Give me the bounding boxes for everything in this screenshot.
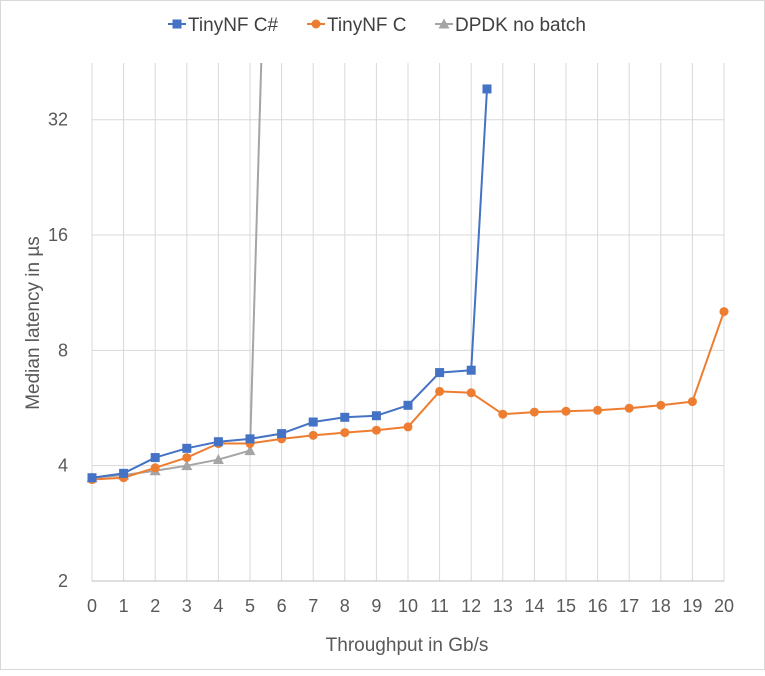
data-point-tinynf-c [150,453,160,463]
series-line-dpdk-no-batch [91,63,263,479]
data-point-tinynf-c [277,429,287,439]
data-point-tinynf-c [624,403,634,413]
data-point-tinynf-c [403,422,413,432]
data-point-tinynf-c [182,443,192,453]
data-point-tinynf-c [435,368,445,378]
legend-marker-tinynf-c [172,19,182,29]
x-tick-label: 11 [430,596,449,616]
x-tick-label: 13 [493,596,513,616]
y-tick-label: 16 [48,225,68,245]
data-point-tinynf-c [593,405,603,415]
x-tick-label: 3 [182,596,192,616]
data-point-tinynf-c [371,425,381,435]
data-point-tinynf-c [435,386,445,396]
data-point-tinynf-c [119,468,129,478]
legend: TinyNF C# TinyNF C DPDK no batch [168,15,586,36]
x-tick-label: 19 [682,596,702,616]
legend-marker-tinynf-c [311,19,321,29]
data-point-tinynf-c [498,409,508,419]
data-point-tinynf-c [245,434,255,444]
data-point-tinynf-c [308,417,318,427]
data-point-tinynf-c [213,437,223,447]
y-axis-label: Median latency in µs [23,236,44,410]
legend-marker-dpdk-no-batch [438,18,450,29]
x-tick-label: 4 [213,596,223,616]
x-tick-label: 5 [245,596,255,616]
x-tick-label: 1 [119,596,129,616]
x-tick-label: 7 [308,596,318,616]
data-point-tinynf-c [687,397,697,407]
x-tick-label: 18 [651,596,671,616]
legend-label-dpdk-no-batch: DPDK no batch [455,15,586,36]
data-point-tinynf-c [150,463,160,473]
data-point-tinynf-c [482,84,492,94]
data-point-tinynf-c [529,407,539,417]
grid-lines [91,63,725,582]
x-tick-label: 8 [340,596,350,616]
data-point-dpdk-no-batch [212,454,224,465]
data-point-tinynf-c [87,473,97,483]
series-markers [86,84,729,485]
x-tick-label: 20 [714,596,734,616]
x-tick-label: 9 [371,596,381,616]
legend-label-tinynf-c: TinyNF C# [188,15,279,36]
x-tick-label: 0 [87,596,97,616]
legend-label-tinynf-c: TinyNF C [327,15,407,36]
data-point-tinynf-c [466,388,476,398]
x-tick-label: 16 [588,596,608,616]
x-axis-label: Throughput in Gb/s [326,635,489,656]
y-tick-label: 8 [58,340,68,360]
data-point-tinynf-c [561,406,571,416]
x-tick-label: 17 [619,596,639,616]
data-point-tinynf-c [466,365,476,375]
data-point-tinynf-c [371,411,381,421]
data-point-dpdk-no-batch [244,445,256,456]
x-tick-label: 10 [398,596,418,616]
series-line-tinynf-c [91,88,488,479]
data-point-tinynf-c [340,428,350,438]
data-point-tinynf-c [403,400,413,410]
data-point-tinynf-c [308,430,318,440]
x-tick-label: 14 [524,596,544,616]
x-tick-label: 6 [277,596,287,616]
x-tick-label: 12 [461,596,481,616]
data-point-tinynf-c [340,412,350,422]
data-point-tinynf-c [656,400,666,410]
data-point-dpdk-no-batch [181,460,193,471]
y-tick-label: 4 [58,456,68,476]
y-tick-label: 2 [58,571,68,591]
x-tick-label: 15 [556,596,576,616]
y-tick-label: 32 [48,110,68,130]
data-point-tinynf-c [182,453,192,463]
x-tick-label: 2 [150,596,160,616]
data-point-tinynf-c [719,307,729,317]
